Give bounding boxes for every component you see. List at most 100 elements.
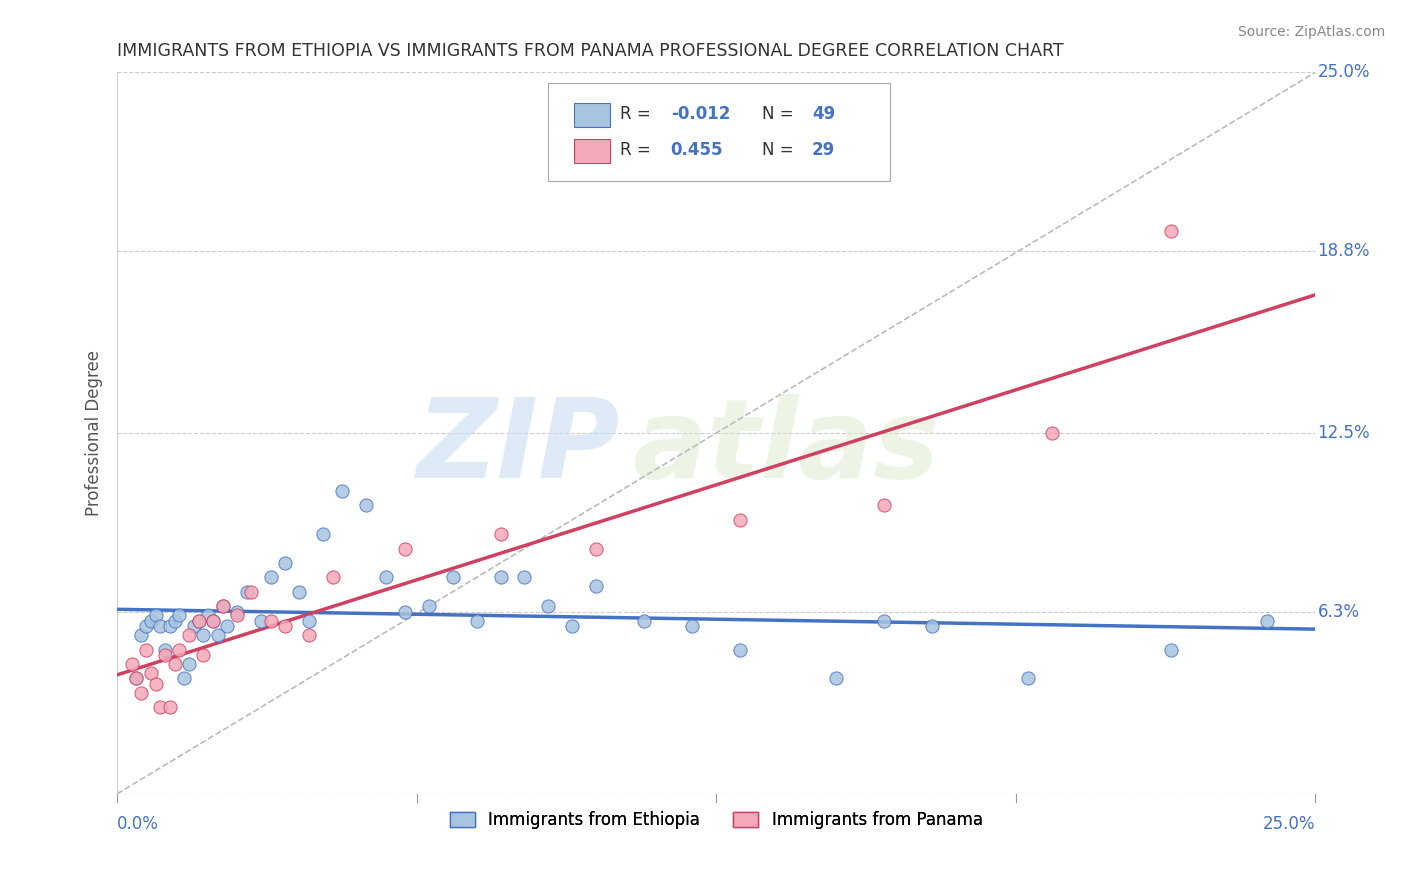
Text: atlas: atlas bbox=[633, 394, 939, 501]
Point bbox=[1160, 224, 1182, 238]
Point bbox=[873, 498, 896, 512]
Point bbox=[163, 657, 186, 671]
Point bbox=[187, 614, 209, 628]
Point bbox=[159, 619, 181, 633]
Point bbox=[312, 527, 335, 541]
Text: 49: 49 bbox=[813, 104, 835, 122]
Point bbox=[139, 614, 162, 628]
Point bbox=[169, 607, 191, 622]
Point bbox=[159, 700, 181, 714]
Point bbox=[145, 677, 167, 691]
Point bbox=[374, 570, 396, 584]
Point bbox=[153, 648, 176, 663]
Point bbox=[489, 527, 512, 541]
Point bbox=[163, 614, 186, 628]
Point bbox=[149, 700, 172, 714]
Point bbox=[681, 619, 703, 633]
Point bbox=[177, 628, 200, 642]
Point bbox=[226, 605, 249, 619]
Text: 0.455: 0.455 bbox=[671, 141, 723, 159]
Point bbox=[135, 619, 157, 633]
Point bbox=[240, 584, 263, 599]
Point bbox=[332, 483, 354, 498]
Point bbox=[250, 614, 273, 628]
Point bbox=[217, 619, 239, 633]
Point bbox=[394, 541, 416, 556]
Y-axis label: Professional Degree: Professional Degree bbox=[86, 351, 103, 516]
Point bbox=[129, 628, 152, 642]
Point bbox=[561, 619, 583, 633]
FancyBboxPatch shape bbox=[548, 83, 890, 181]
Point bbox=[129, 686, 152, 700]
Point bbox=[441, 570, 464, 584]
Point bbox=[298, 614, 321, 628]
Text: -0.012: -0.012 bbox=[671, 104, 730, 122]
Point bbox=[173, 672, 195, 686]
Point bbox=[235, 584, 257, 599]
Point bbox=[585, 541, 607, 556]
FancyBboxPatch shape bbox=[574, 103, 610, 128]
Point bbox=[135, 642, 157, 657]
Text: N =: N = bbox=[762, 141, 799, 159]
Text: R =: R = bbox=[620, 141, 657, 159]
Text: 18.8%: 18.8% bbox=[1317, 243, 1369, 260]
Point bbox=[825, 672, 848, 686]
Text: 25.0%: 25.0% bbox=[1263, 815, 1315, 833]
Point bbox=[1017, 672, 1039, 686]
Point bbox=[465, 614, 488, 628]
Point bbox=[125, 672, 148, 686]
Point bbox=[1256, 614, 1278, 628]
Point bbox=[211, 599, 233, 614]
Point bbox=[633, 614, 655, 628]
Point bbox=[1040, 426, 1063, 441]
Text: 25.0%: 25.0% bbox=[1317, 63, 1369, 81]
Point bbox=[202, 614, 225, 628]
Point bbox=[873, 614, 896, 628]
Point bbox=[183, 619, 205, 633]
Point bbox=[356, 498, 378, 512]
Point bbox=[298, 628, 321, 642]
Point bbox=[193, 628, 215, 642]
Point bbox=[322, 570, 344, 584]
Text: 0.0%: 0.0% bbox=[117, 815, 159, 833]
Point bbox=[274, 619, 297, 633]
Point bbox=[193, 648, 215, 663]
Point bbox=[226, 607, 249, 622]
Text: 6.3%: 6.3% bbox=[1317, 603, 1360, 621]
Text: IMMIGRANTS FROM ETHIOPIA VS IMMIGRANTS FROM PANAMA PROFESSIONAL DEGREE CORRELATI: IMMIGRANTS FROM ETHIOPIA VS IMMIGRANTS F… bbox=[117, 42, 1064, 60]
Point bbox=[728, 513, 751, 527]
Point bbox=[513, 570, 536, 584]
Text: 12.5%: 12.5% bbox=[1317, 424, 1369, 442]
Point bbox=[394, 605, 416, 619]
Point bbox=[187, 614, 209, 628]
Point bbox=[259, 570, 281, 584]
Point bbox=[418, 599, 440, 614]
Point bbox=[274, 556, 297, 570]
Point bbox=[121, 657, 143, 671]
Point bbox=[145, 607, 167, 622]
Point bbox=[585, 579, 607, 593]
Point bbox=[177, 657, 200, 671]
Point bbox=[125, 672, 148, 686]
FancyBboxPatch shape bbox=[574, 139, 610, 163]
Text: Source: ZipAtlas.com: Source: ZipAtlas.com bbox=[1237, 25, 1385, 39]
Point bbox=[197, 607, 219, 622]
Point bbox=[149, 619, 172, 633]
Text: ZIP: ZIP bbox=[416, 394, 620, 501]
Point bbox=[537, 599, 560, 614]
Point bbox=[259, 614, 281, 628]
Point bbox=[288, 584, 311, 599]
Text: R =: R = bbox=[620, 104, 657, 122]
Point bbox=[1160, 642, 1182, 657]
Point bbox=[211, 599, 233, 614]
Point bbox=[728, 642, 751, 657]
Point bbox=[202, 614, 225, 628]
Point bbox=[139, 665, 162, 680]
Point bbox=[153, 642, 176, 657]
Point bbox=[921, 619, 943, 633]
Point bbox=[207, 628, 229, 642]
Text: 29: 29 bbox=[813, 141, 835, 159]
Text: N =: N = bbox=[762, 104, 799, 122]
Point bbox=[169, 642, 191, 657]
Legend: Immigrants from Ethiopia, Immigrants from Panama: Immigrants from Ethiopia, Immigrants fro… bbox=[443, 805, 990, 836]
